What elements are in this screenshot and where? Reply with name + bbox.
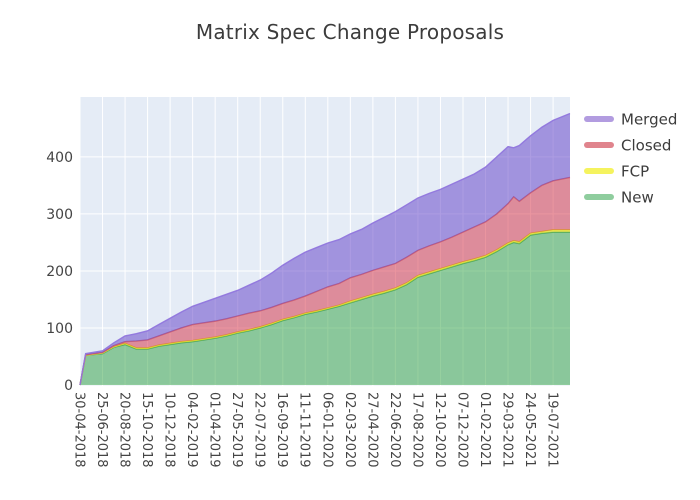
legend-swatch-closed bbox=[584, 142, 614, 148]
legend-label-closed: Closed bbox=[621, 136, 671, 154]
x-tick-label-7: 27-05-2019 bbox=[229, 392, 244, 468]
x-tick-label-20: 24-05-2021 bbox=[522, 392, 537, 468]
y-tick-label-2: 200 bbox=[46, 264, 73, 280]
y-tick-label-1: 100 bbox=[46, 321, 73, 337]
x-tick-label-21: 19-07-2021 bbox=[545, 392, 560, 468]
x-tick-label-9: 16-09-2019 bbox=[274, 392, 289, 468]
legend-label-merged: Merged bbox=[621, 110, 677, 128]
line-merged bbox=[79, 112, 571, 386]
x-tick-label-5: 04-02-2019 bbox=[184, 392, 199, 468]
area-merged bbox=[80, 113, 570, 386]
legend-swatch-new bbox=[584, 194, 614, 200]
area-closed bbox=[80, 177, 570, 385]
chart-title: Matrix Spec Change Proposals bbox=[195, 20, 505, 44]
x-tick-label-8: 22-07-2019 bbox=[252, 392, 267, 468]
x-tick-label-15: 17-08-2020 bbox=[409, 392, 424, 468]
legend-swatch-fcp bbox=[584, 168, 614, 174]
x-tick-label-12: 02-03-2020 bbox=[342, 392, 357, 468]
legend-item-new[interactable]: New bbox=[584, 188, 654, 206]
legend-swatch-merged bbox=[584, 116, 614, 122]
x-tick-label-18: 01-02-2021 bbox=[477, 392, 492, 468]
x-tick-label-13: 27-04-2020 bbox=[364, 392, 379, 468]
legend-item-fcp[interactable]: FCP bbox=[584, 162, 649, 180]
x-tick-label-16: 12-10-2020 bbox=[432, 392, 447, 468]
x-tick-label-4: 10-12-2018 bbox=[162, 392, 177, 468]
legend-item-closed[interactable]: Closed bbox=[584, 136, 671, 154]
y-tick-label-3: 300 bbox=[46, 207, 73, 223]
x-tick-label-14: 22-06-2020 bbox=[387, 392, 402, 468]
legend: Merged Closed FCP New bbox=[584, 110, 677, 206]
x-tick-label-2: 20-08-2018 bbox=[117, 392, 132, 468]
legend-item-merged[interactable]: Merged bbox=[584, 110, 677, 128]
x-tick-label-0: 30-04-2018 bbox=[71, 392, 86, 468]
y-tick-label-0: 0 bbox=[64, 378, 73, 394]
y-tick-label-4: 400 bbox=[46, 150, 73, 166]
x-tick-label-10: 11-11-2019 bbox=[297, 392, 312, 468]
x-tick-label-1: 25-06-2018 bbox=[94, 392, 109, 468]
legend-label-fcp: FCP bbox=[621, 162, 649, 180]
area-new bbox=[80, 232, 570, 385]
x-tick-label-3: 15-10-2018 bbox=[139, 392, 154, 468]
legend-label-new: New bbox=[621, 188, 654, 206]
x-tick-label-19: 29-03-2021 bbox=[499, 392, 514, 468]
x-tick-label-6: 01-04-2019 bbox=[207, 392, 222, 468]
x-tick-label-11: 06-01-2020 bbox=[319, 392, 334, 468]
x-tick-label-17: 07-12-2020 bbox=[454, 392, 469, 468]
